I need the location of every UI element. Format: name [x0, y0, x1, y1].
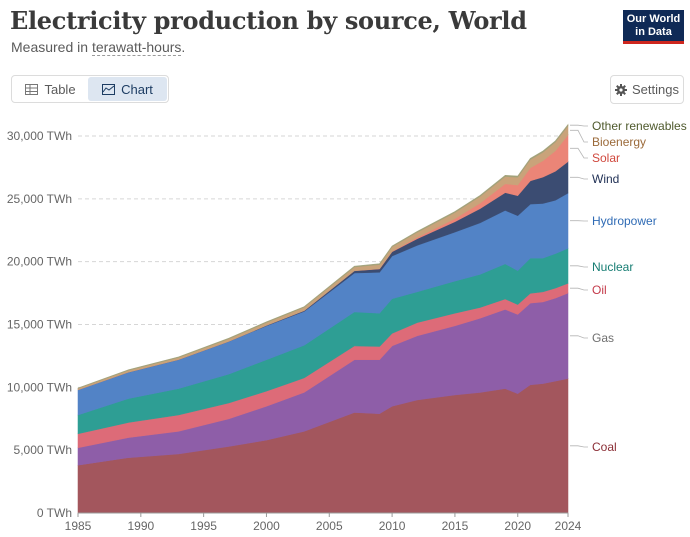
x-tick-label: 1990 [127, 519, 154, 533]
gear-icon [615, 83, 627, 96]
table-tab[interactable]: Table [13, 77, 88, 101]
chart-subtitle: Measured in terawatt-hours. [11, 39, 186, 56]
y-tick-label: 25,000 TWh [7, 192, 72, 206]
x-tick-label: 2024 [555, 519, 582, 533]
chart-title: Electricity production by source, World [10, 6, 527, 35]
y-tick-label: 0 TWh [37, 506, 72, 520]
unit-link[interactable]: terawatt-hours [91, 39, 182, 56]
legend-leader [570, 335, 588, 339]
x-axis: 1985 1990 1995 2000 2005 2010 2015 2020 2024 [65, 512, 582, 533]
legend: Other renewables Bioenergy Solar Wind Hydrop… [570, 119, 687, 454]
y-tick-label: 30,000 TWh [7, 129, 72, 143]
legend-label-other_renewables[interactable]: Other renewables [592, 119, 687, 133]
legend-leader [570, 147, 588, 159]
legend-label-solar[interactable]: Solar [592, 151, 620, 165]
legend-label-oil[interactable]: Oil [592, 283, 607, 297]
chart-tab[interactable]: Chart [88, 77, 167, 101]
legend-label-coal[interactable]: Coal [592, 440, 617, 454]
subtitle-suffix: . [181, 39, 186, 55]
y-axis-ticks: 0 TWh 5,000 TWh 10,000 TWh 15,000 TWh 20,000… [7, 129, 72, 520]
y-tick-label: 5,000 TWh [14, 443, 72, 457]
legend-label-wind[interactable]: Wind [592, 172, 619, 186]
y-tick-label: 20,000 TWh [7, 255, 72, 269]
view-toggle: Table Chart [11, 75, 169, 103]
logo-line-2: in Data [635, 26, 672, 38]
legend-label-bioenergy[interactable]: Bioenergy [592, 135, 646, 149]
legend-label-nuclear[interactable]: Nuclear [592, 260, 633, 274]
area-other_renewables[interactable] [77, 123, 569, 389]
stacked-areas [77, 123, 569, 514]
owid-logo[interactable]: Our World in Data [623, 10, 684, 44]
x-tick-label: 2015 [442, 519, 469, 533]
y-tick-label: 10,000 TWh [7, 380, 72, 394]
table-icon [25, 83, 39, 95]
chart-icon [102, 83, 116, 95]
chart-tab-label: Chart [121, 81, 153, 97]
logo-line-1: Our World [626, 13, 681, 25]
legend-leader [570, 445, 588, 448]
x-tick-label: 2020 [504, 519, 531, 533]
x-tick-label: 1995 [190, 519, 217, 533]
y-tick-label: 15,000 TWh [7, 318, 72, 332]
legend-leader [570, 124, 588, 127]
legend-leader [570, 287, 588, 291]
x-tick-label: 2000 [253, 519, 280, 533]
settings-label: Settings [632, 82, 679, 97]
subtitle-prefix: Measured in [11, 39, 92, 55]
legend-leader [570, 265, 588, 268]
table-tab-label: Table [44, 81, 76, 97]
legend-label-hydropower[interactable]: Hydropower [592, 214, 657, 228]
settings-button[interactable]: Settings [610, 75, 684, 104]
x-tick-label: 2010 [379, 519, 406, 533]
legend-leader [570, 129, 588, 143]
x-tick-label: 1985 [65, 519, 92, 533]
legend-leader [570, 176, 588, 180]
legend-label-gas[interactable]: Gas [592, 331, 614, 345]
x-tick-label: 2005 [316, 519, 343, 533]
